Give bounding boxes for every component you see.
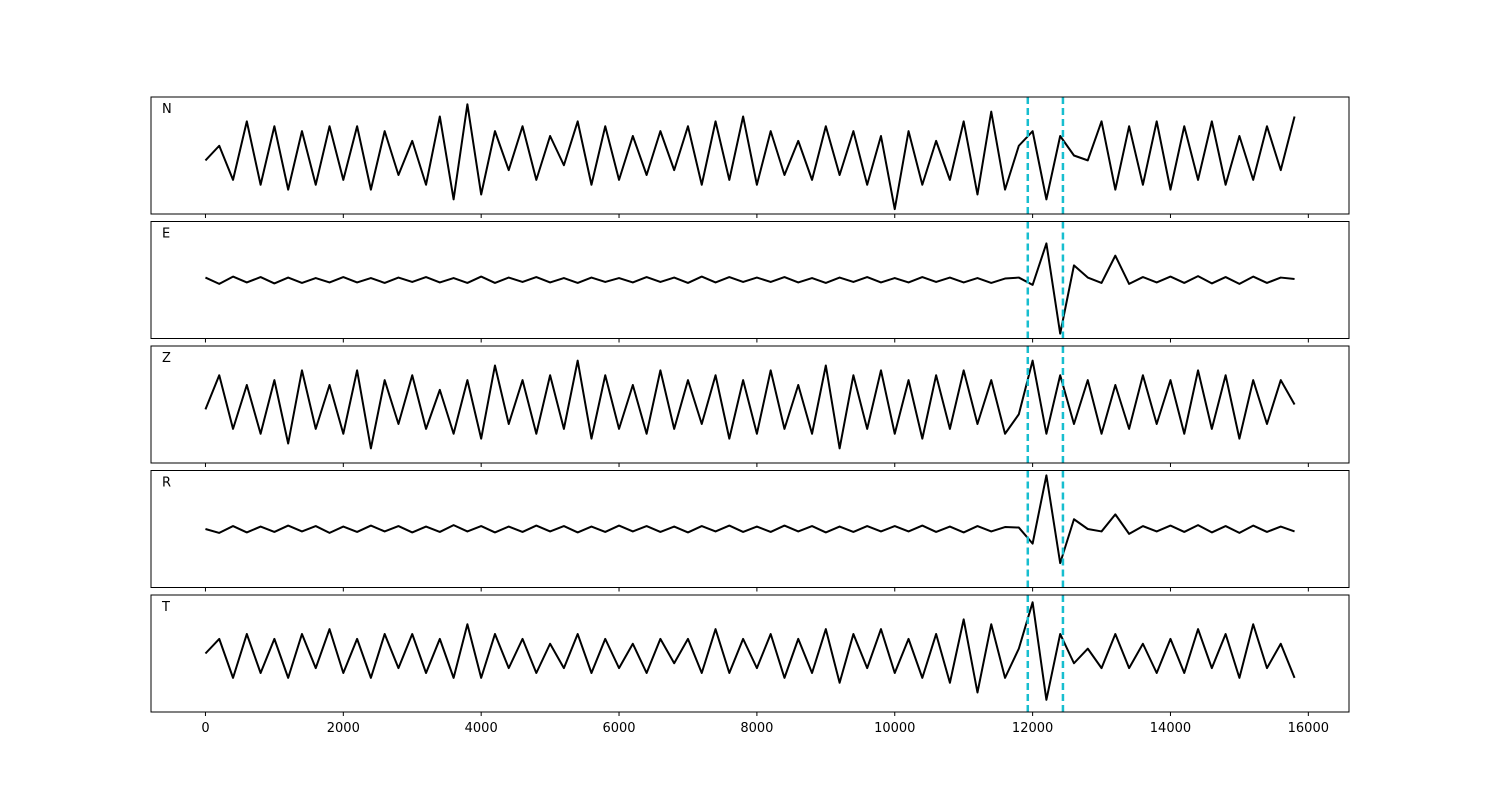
panel-frame: [150, 594, 1350, 713]
waveform: [204, 601, 1296, 701]
panel-frame: [150, 470, 1350, 588]
x-tick-label: 4000: [465, 721, 498, 736]
waveform: [204, 359, 1296, 450]
panel-label: E: [162, 227, 170, 242]
x-tick-label: 0: [201, 721, 209, 736]
x-tick-label: 10000: [874, 721, 915, 736]
panel-label: R: [162, 476, 171, 491]
panel-label: N: [162, 102, 172, 117]
x-tick-label: 8000: [740, 721, 773, 736]
panel-label: Z: [162, 351, 171, 366]
panel-frame: [150, 96, 1350, 215]
x-tick-label: 6000: [602, 721, 635, 736]
x-tick-label: 12000: [1012, 721, 1053, 736]
x-tick-label: 14000: [1150, 721, 1191, 736]
x-tick-label: 16000: [1288, 721, 1329, 736]
waveform: [204, 103, 1296, 211]
panel-frame: [150, 221, 1350, 339]
waveform: [205, 242, 1295, 335]
panel-frame: [150, 345, 1350, 464]
x-tick-label: 2000: [327, 721, 360, 736]
waveform: [205, 474, 1295, 565]
panel-label: T: [161, 600, 170, 615]
